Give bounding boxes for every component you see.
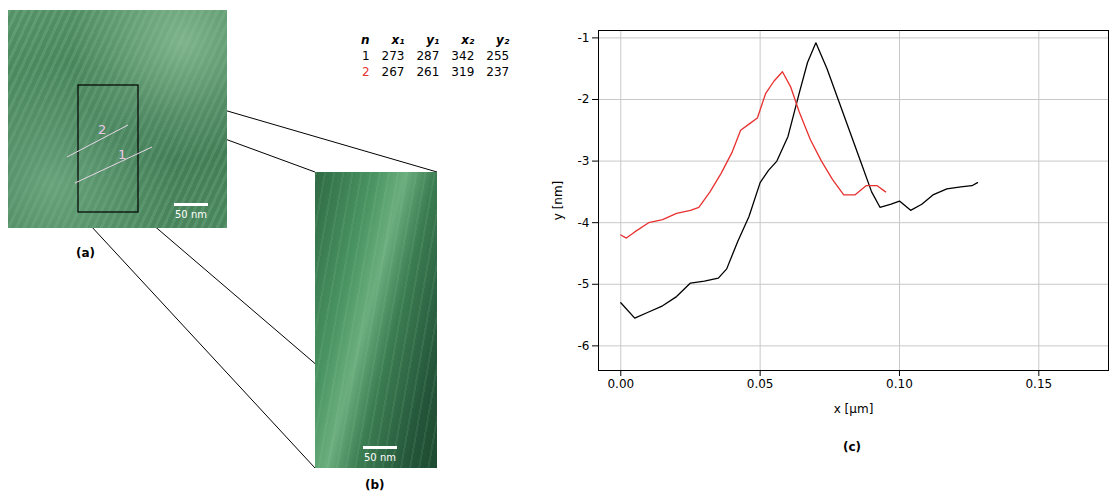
html-text:x₂: x₂ [461, 33, 475, 47]
html-text:273: 273 [381, 49, 405, 63]
svg-text:-4: -4 [578, 216, 590, 230]
html-text:237: 237 [486, 65, 510, 79]
html-text:y₂: y₂ [496, 33, 510, 47]
html-text:2: 2 [361, 65, 370, 79]
svg-text:y [nm]: y [nm] [551, 181, 565, 221]
html-text:342: 342 [451, 49, 475, 63]
svg-text:0.00: 0.00 [607, 377, 634, 391]
html-text:261: 261 [416, 65, 440, 79]
html-text:n: n [361, 33, 370, 47]
svg-text:0.05: 0.05 [747, 377, 774, 391]
svg-text:-5: -5 [578, 277, 590, 291]
html-text:319: 319 [451, 65, 475, 79]
html-text:255: 255 [486, 49, 510, 63]
svg-text:1: 1 [118, 147, 126, 162]
html-text:(b): (b) [365, 478, 385, 492]
html-text:287: 287 [416, 49, 440, 63]
html-text:(c): (c) [843, 440, 862, 454]
svg-text:50 nm: 50 nm [175, 209, 207, 220]
svg-text:-2: -2 [578, 92, 590, 106]
svg-text:0.10: 0.10 [886, 377, 913, 391]
svg-text:-6: -6 [578, 339, 590, 353]
svg-text:x [µm]: x [µm] [834, 402, 874, 416]
svg-text:-3: -3 [578, 154, 590, 168]
html-text:(a): (a) [76, 246, 96, 260]
svg-text:-1: -1 [578, 31, 590, 45]
html-text:y₁: y₁ [426, 33, 440, 47]
svg-text:50 nm: 50 nm [364, 452, 396, 463]
html-text:267: 267 [381, 65, 405, 79]
svg-text:0.15: 0.15 [1025, 377, 1052, 391]
svg-text:2: 2 [98, 122, 106, 137]
html-text:1: 1 [361, 49, 370, 63]
html-text:x₁: x₁ [391, 33, 405, 47]
